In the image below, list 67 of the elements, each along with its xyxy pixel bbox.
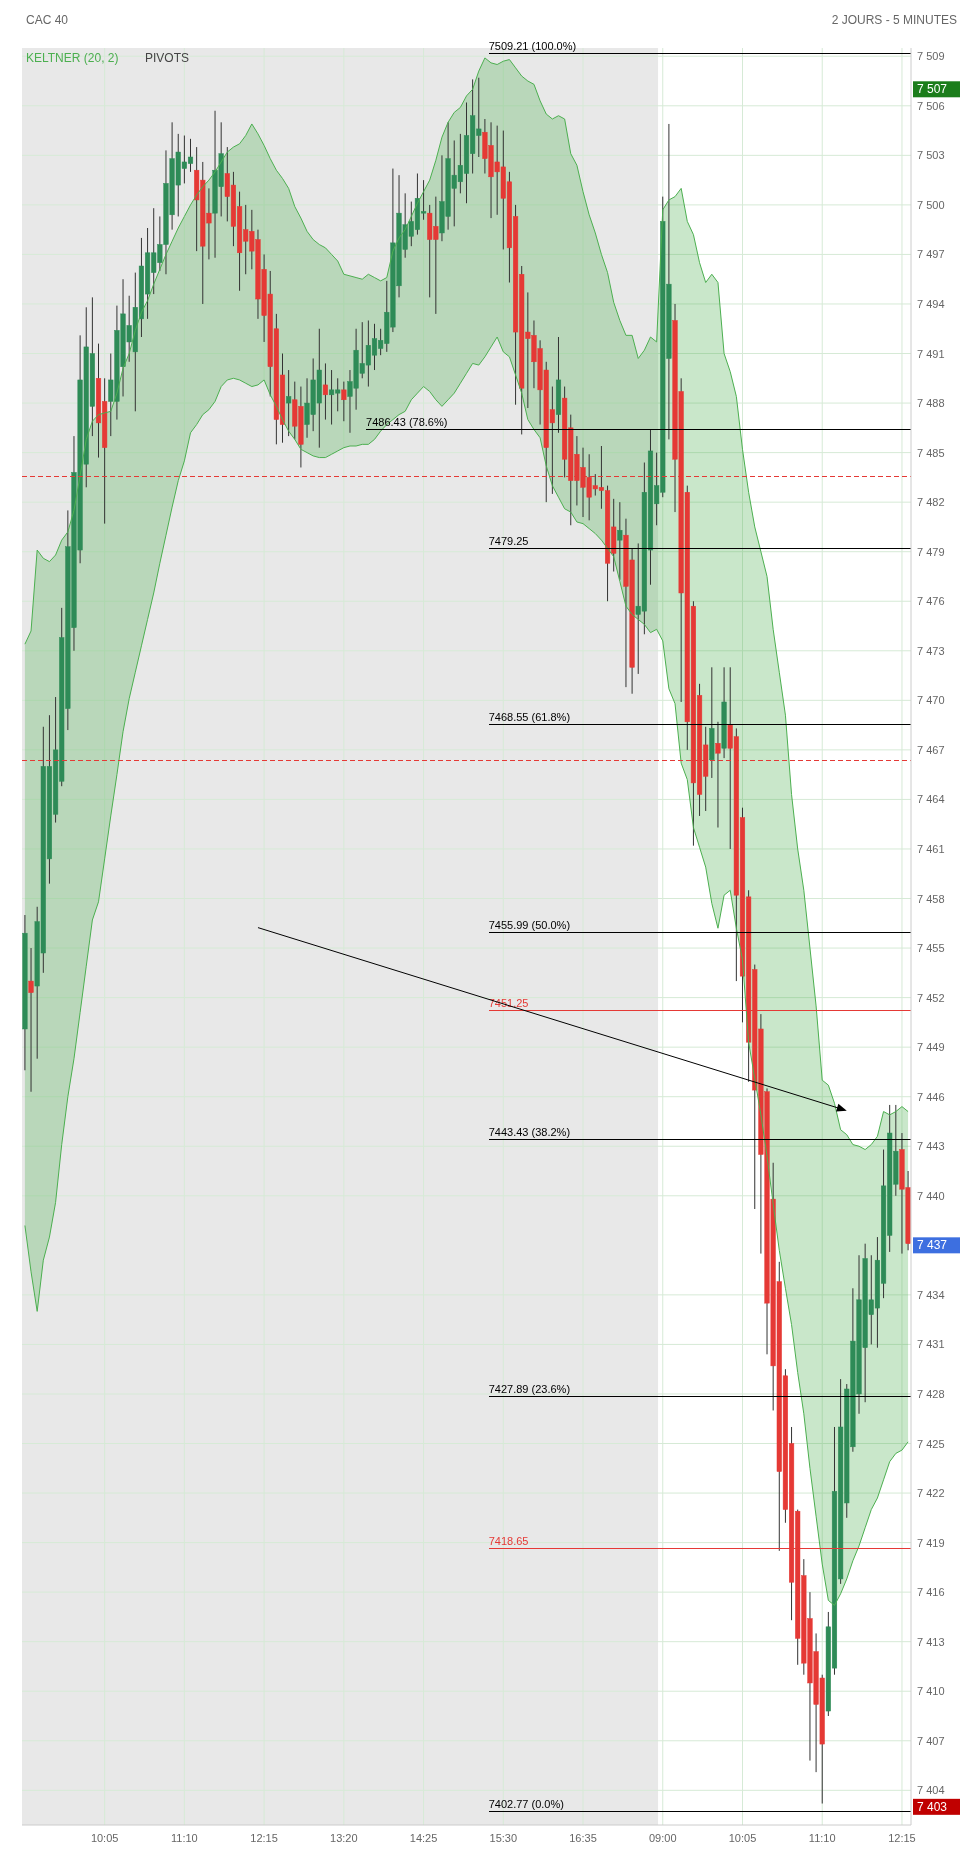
y-tick-label: 7 404: [917, 1784, 945, 1797]
y-tick-label: 7 422: [917, 1487, 945, 1500]
y-tick-label: 7 467: [917, 743, 945, 756]
x-tick-label: 12:15: [250, 1832, 278, 1844]
y-tick-label: 7 482: [917, 496, 945, 509]
y-tick-label: 7 506: [917, 99, 945, 112]
annotation: PIVOTS: [145, 51, 190, 65]
y-tick-label: 7 425: [917, 1437, 945, 1450]
text: 7 507: [917, 82, 948, 97]
y-tick-label: 7 473: [917, 644, 945, 657]
x-tick-label: 09:00: [649, 1832, 677, 1844]
y-tick-label: 7 479: [917, 545, 945, 558]
x-tick-label: 12:15: [888, 1832, 916, 1844]
y-tick-label: 7 491: [917, 347, 945, 360]
y-tick-label: 7 407: [917, 1734, 945, 1747]
y-tick-label: 7 488: [917, 397, 945, 410]
x-tick-label: 11:10: [171, 1832, 198, 1844]
y-tick-label: 7 446: [917, 1090, 945, 1103]
text: 7 437: [917, 1238, 948, 1253]
y-tick-label: 7 452: [917, 991, 945, 1004]
candlestick: [28, 947, 34, 1093]
ref-line-label: 7418.65: [488, 1535, 529, 1548]
ref-line-label: 7479.25: [488, 534, 529, 547]
y-tick-label: 7 455: [917, 942, 945, 955]
text: 7 403: [917, 1799, 948, 1814]
x-tick-label: 14:25: [409, 1832, 438, 1844]
chart-title: CAC 40: [26, 13, 69, 27]
x-tick-label: 10:05: [728, 1832, 757, 1844]
y-tick-label: 7 509: [917, 50, 945, 63]
ref-line-label: 7402.77 (0.0%): [488, 1797, 564, 1810]
y-tick-label: 7 419: [917, 1536, 945, 1549]
y-tick-label: 7 443: [917, 1140, 945, 1153]
y-tick-label: 7 464: [917, 793, 945, 806]
y-tick-label: 7 485: [917, 446, 945, 459]
ref-line-label: 7468.55 (61.8%): [488, 711, 571, 724]
y-tick-label: 7 440: [917, 1189, 945, 1202]
ref-line-label: 7427.89 (23.6%): [488, 1382, 571, 1395]
candlestick: [322, 362, 328, 421]
candlestick: [341, 381, 347, 422]
x-tick-label: 11:10: [808, 1832, 836, 1844]
y-tick-label: 7 431: [917, 1338, 945, 1351]
y-tick-label: 7 497: [917, 248, 945, 261]
y-tick-label: 7 428: [917, 1387, 945, 1400]
x-tick-label: 15:30: [489, 1832, 518, 1844]
y-tick-label: 7 416: [917, 1586, 945, 1599]
y-tick-label: 7 413: [917, 1635, 945, 1648]
y-tick-label: 7 503: [917, 149, 945, 162]
y-tick-label: 7 461: [917, 842, 945, 855]
ref-line-label: 7486.43 (78.6%): [366, 416, 448, 428]
ref-line-label: 7455.99 (50.0%): [488, 918, 571, 931]
line-series: [24, 336, 909, 1606]
x-tick-label: 13:20: [330, 1832, 358, 1844]
x-tick-label: 16:35: [569, 1832, 597, 1844]
ref-line-label: 7509.21 (100.0%): [488, 39, 577, 52]
y-tick-label: 7 458: [917, 892, 945, 905]
y-tick-label: 7 449: [917, 1041, 945, 1054]
x-tick-label: 10:05: [90, 1832, 119, 1844]
y-tick-label: 7 494: [917, 297, 945, 310]
y-tick-label: 7 410: [917, 1685, 945, 1698]
candlestick: [286, 369, 292, 437]
y-tick-label: 7 434: [917, 1288, 945, 1301]
chart-subtitle: 2 JOURS - 5 MINUTES: [831, 13, 957, 27]
y-tick-label: 7 476: [917, 595, 945, 608]
text: KELTNER (20, 2): [26, 51, 119, 65]
y-tick-label: 7 470: [917, 694, 945, 707]
y-tick-label: 7 500: [917, 198, 945, 211]
ref-line-label: 7443.43 (38.2%): [488, 1126, 571, 1139]
